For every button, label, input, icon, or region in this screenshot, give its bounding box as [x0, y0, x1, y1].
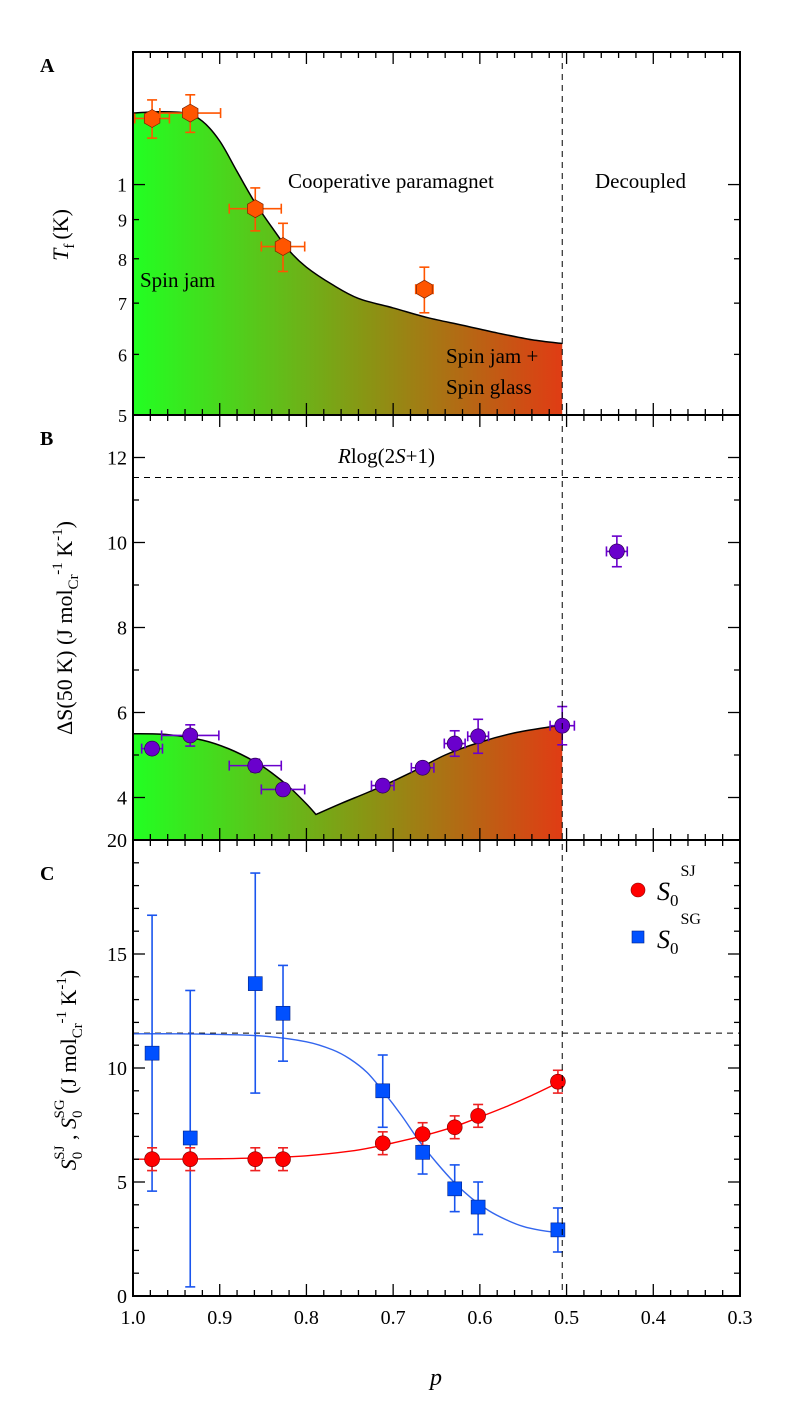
- x-axis-title: p: [428, 1365, 442, 1391]
- panel-a-letter: A: [40, 55, 55, 77]
- region-label-spin-jam: Spin jam: [140, 268, 215, 292]
- sj-circle-marker: [144, 1151, 160, 1167]
- entropy-circle-marker: [609, 543, 625, 560]
- entropy-region-fill: [133, 725, 563, 840]
- sg-square-marker: [247, 976, 263, 991]
- entropy-circle-marker: [182, 727, 199, 744]
- region-label-decoupled: Decoupled: [595, 169, 686, 193]
- x-tick-label: 1.0: [121, 1307, 146, 1329]
- x-tick-label: 0.5: [554, 1307, 579, 1329]
- entropy-circle-marker: [275, 781, 291, 798]
- panel-b-letter: B: [40, 428, 53, 450]
- tf-y-tick-label: 5: [118, 406, 127, 426]
- region-label-spin-glass: Spin glass: [446, 375, 532, 399]
- entropy-boundary-curve: [132, 724, 563, 816]
- sg-square-marker: [415, 1145, 430, 1160]
- panel-a: 5 6 7 8 9 1 A Spin jam Cooperative paramagnet…: [40, 52, 741, 426]
- tf-hexagon-marker: [182, 103, 199, 123]
- residual-entropy-points: [144, 872, 566, 1288]
- panel-b: 4 6 8 10 12 B Rlog(2S+1) ΔS(50 K) (J molCr-1…: [40, 415, 741, 840]
- sj-circle-marker: [414, 1126, 431, 1142]
- sg-square-marker: [375, 1083, 391, 1099]
- sj-circle-marker: [182, 1151, 199, 1167]
- panel-c-y-axis-title: S0SJ , S0SG (J molCr-1 K-1): [52, 970, 86, 1170]
- sg-square-marker: [275, 1005, 291, 1021]
- sj-circle-marker: [275, 1151, 291, 1167]
- tf-hexagon-marker: [247, 199, 264, 219]
- phase-boundary-curve: [132, 110, 563, 345]
- legend-label-sg: S0SG: [657, 911, 701, 958]
- legend-marker-sj: [630, 882, 646, 898]
- sg-square-marker: [447, 1181, 463, 1197]
- sg-square-marker: [470, 1199, 486, 1215]
- tf-data-points: [133, 94, 434, 314]
- residual-entropy-y-tick-label: 15: [107, 944, 127, 966]
- x-axis-tick-labels: 1.0 0.9 0.8 0.7 0.6 0.5 0.4 0.3: [121, 1307, 753, 1329]
- sg-fit-curve: [132, 1033, 558, 1234]
- entropy-y-tick-label: 12: [107, 448, 127, 470]
- sj-circle-marker: [550, 1073, 566, 1090]
- sj-circle-marker: [446, 1119, 463, 1136]
- x-tick-label: 0.9: [207, 1307, 232, 1329]
- residual-entropy-y-tick-label: 10: [107, 1058, 127, 1080]
- entropy-circle-marker: [414, 759, 431, 776]
- entropy-y-tick-label: 8: [117, 618, 127, 640]
- tf-y-tick-label: 9: [118, 211, 127, 231]
- panel-c: 0 5 10 15 20 C S0SJ S0SG S0SJ , S0SG (J molC…: [40, 830, 741, 1308]
- rlog-annotation: Rlog(2S+1): [337, 444, 435, 468]
- sg-square-marker: [550, 1222, 566, 1238]
- x-tick-label: 0.7: [381, 1307, 406, 1329]
- tf-y-tick-label: 6: [118, 345, 127, 365]
- region-label-spin-jam-plus: Spin jam +: [446, 344, 538, 368]
- tf-hexagon-marker: [274, 237, 292, 256]
- legend-label-sj: S0SJ: [657, 863, 696, 910]
- panel-c-frame: [132, 839, 741, 1297]
- entropy-y-tick-label: 6: [117, 703, 127, 725]
- entropy-circle-marker: [247, 757, 264, 774]
- sj-circle-marker: [247, 1151, 264, 1167]
- entropy-circle-marker: [144, 740, 160, 757]
- x-tick-label: 0.4: [641, 1307, 666, 1329]
- x-tick-label: 0.6: [467, 1307, 492, 1329]
- entropy-data-points: [140, 535, 629, 798]
- legend-marker-sg: [631, 930, 645, 944]
- residual-entropy-y-tick-label: 20: [107, 830, 127, 852]
- tf-y-tick-label: 7: [118, 294, 127, 314]
- spin-jam-region-fill: [133, 111, 563, 416]
- tf-y-tick-label: 8: [118, 250, 127, 270]
- entropy-y-tick-label: 10: [107, 533, 127, 555]
- sg-square-marker: [144, 1045, 160, 1061]
- sj-fit-curve: [132, 1082, 559, 1160]
- entropy-circle-marker: [374, 777, 391, 794]
- panel-b-y-axis-title: ΔS(50 K) (J molCr-1 K-1): [50, 521, 82, 735]
- sj-circle-marker: [374, 1135, 391, 1152]
- panel-c-ticks: 0 5 10 15 20: [107, 830, 741, 1308]
- sj-circle-marker: [470, 1108, 486, 1124]
- residual-entropy-y-tick-label: 0: [117, 1286, 127, 1308]
- panel-a-y-axis-title: Tf(K): [48, 209, 78, 261]
- entropy-circle-marker: [446, 735, 463, 752]
- x-tick-label: 0.8: [294, 1307, 319, 1329]
- sg-square-marker: [182, 1130, 198, 1146]
- entropy-y-tick-label: 4: [117, 788, 127, 810]
- tf-y-tick-label: 1: [117, 175, 127, 197]
- legend: S0SJ S0SG: [630, 863, 701, 958]
- panel-c-letter: C: [40, 863, 54, 885]
- residual-entropy-y-tick-label: 5: [117, 1172, 127, 1194]
- region-label-cooperative-paramagnet: Cooperative paramagnet: [288, 169, 494, 193]
- entropy-circle-marker: [470, 728, 486, 745]
- tf-hexagon-marker: [416, 279, 433, 299]
- x-tick-label: 0.3: [728, 1307, 753, 1329]
- panel-a-ticks: 5 6 7 8 9 1: [117, 52, 741, 426]
